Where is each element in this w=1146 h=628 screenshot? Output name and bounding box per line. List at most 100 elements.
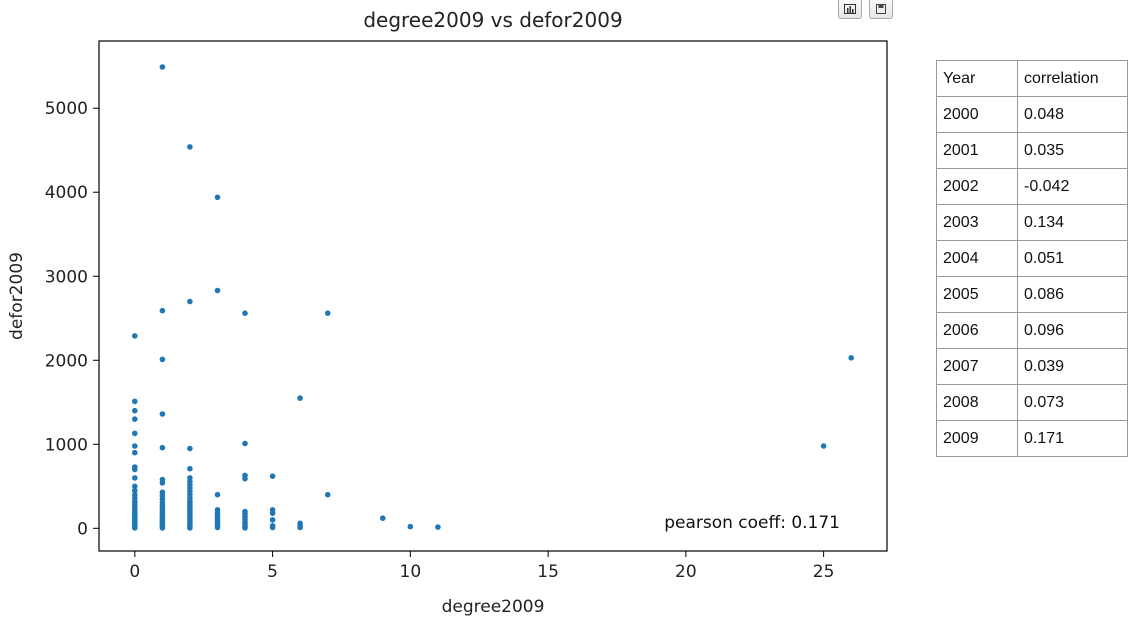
- x-tick-label: 25: [813, 562, 835, 582]
- cell-year: 2002: [936, 168, 1018, 205]
- cell-year: 2006: [936, 312, 1018, 349]
- cell-year: 2009: [936, 420, 1018, 457]
- cell-correlation: 0.171: [1017, 420, 1128, 457]
- data-point: [187, 298, 193, 305]
- y-tick-label: 3000: [45, 267, 88, 287]
- table-row: 2001 0.035: [936, 132, 1128, 169]
- y-tick-label: 5000: [45, 99, 88, 119]
- data-point: [132, 449, 138, 456]
- data-point: [214, 491, 221, 498]
- cell-correlation: 0.048: [1017, 96, 1128, 133]
- plot-frame: [98, 40, 888, 552]
- data-point: [132, 430, 138, 437]
- bar-chart-icon[interactable]: [838, 0, 862, 19]
- y-axis-label: defor2009: [7, 252, 27, 340]
- cell-year: 2001: [936, 132, 1018, 169]
- x-tick-label: 10: [400, 562, 422, 582]
- cell-year: 2000: [936, 96, 1018, 133]
- table-row: 2008 0.073: [936, 384, 1128, 421]
- cell-correlation: 0.073: [1017, 384, 1128, 421]
- chart-title: degree2009 vs defor2009: [363, 8, 622, 32]
- data-point: [269, 473, 276, 480]
- data-point: [187, 144, 193, 150]
- cell-correlation: 0.039: [1017, 348, 1128, 385]
- cell-year: 2005: [936, 276, 1018, 313]
- data-point: [159, 525, 166, 531]
- data-point: [159, 411, 166, 417]
- data-point: [297, 524, 303, 531]
- data-point: [132, 525, 138, 531]
- data-point: [187, 525, 193, 531]
- cell-year: 2007: [936, 348, 1018, 385]
- points-layer: [132, 64, 854, 531]
- data-point: [132, 483, 138, 490]
- table-row: 2002 -0.042: [936, 168, 1128, 205]
- data-point: [269, 524, 276, 531]
- data-point: [132, 407, 138, 414]
- table-row: 2004 0.051: [936, 240, 1128, 277]
- cell-correlation: 0.134: [1017, 204, 1128, 241]
- data-point: [297, 395, 303, 401]
- plot-toolbar: [838, 0, 893, 19]
- header-year: Year: [936, 60, 1018, 97]
- data-point: [380, 515, 386, 521]
- data-point: [242, 310, 248, 317]
- data-point: [242, 475, 248, 482]
- data-point: [187, 465, 193, 472]
- cell-correlation: 0.086: [1017, 276, 1128, 313]
- data-point: [159, 64, 166, 70]
- header-correlation: correlation: [1017, 60, 1128, 97]
- data-point: [269, 510, 276, 516]
- data-point: [159, 356, 166, 363]
- table-row: 2006 0.096: [936, 312, 1128, 349]
- cell-correlation: -0.042: [1017, 168, 1128, 205]
- data-point: [242, 440, 248, 447]
- data-point: [242, 525, 248, 531]
- x-tick-label: 20: [675, 562, 697, 582]
- data-point: [214, 194, 221, 201]
- data-point: [324, 310, 331, 317]
- cell-year: 2004: [936, 240, 1018, 277]
- cell-correlation: 0.051: [1017, 240, 1128, 277]
- x-axis-label: degree2009: [442, 597, 545, 617]
- x-tick-label: 5: [267, 562, 278, 582]
- data-point: [132, 398, 138, 405]
- data-point: [159, 444, 166, 451]
- table-row: 2003 0.134: [936, 204, 1128, 241]
- data-point: [820, 443, 827, 449]
- scatter-chart: degree2009 vs defor2009 0 5 10 15 20 25 0 1000…: [7, 8, 888, 617]
- data-point: [214, 524, 221, 531]
- data-point: [132, 466, 138, 473]
- table-row: 2007 0.039: [936, 348, 1128, 385]
- x-tick-label: 15: [537, 562, 559, 582]
- data-point: [132, 416, 138, 422]
- table-row: 2005 0.086: [936, 276, 1128, 313]
- data-point: [407, 523, 414, 530]
- y-tick-label: 0: [77, 519, 88, 539]
- y-tick-label: 4000: [45, 183, 88, 203]
- table-row: 2009 0.171: [936, 420, 1128, 457]
- table-row: 2000 0.048: [936, 96, 1128, 133]
- data-point: [324, 491, 331, 498]
- cell-correlation: 0.035: [1017, 132, 1128, 169]
- data-point: [214, 287, 221, 294]
- data-point: [132, 487, 138, 494]
- cell-year: 2003: [936, 204, 1018, 241]
- data-point: [159, 307, 166, 314]
- cell-year: 2008: [936, 384, 1018, 421]
- data-point: [132, 443, 138, 449]
- correlation-table: Year correlation 2000 0.048 2001 0.035 2002-…: [936, 60, 1128, 457]
- y-tick-label: 2000: [45, 351, 88, 371]
- data-point: [435, 524, 441, 530]
- data-point: [269, 517, 276, 523]
- data-point: [132, 333, 138, 339]
- y-tick-label: 1000: [45, 435, 88, 455]
- data-point: [132, 475, 138, 481]
- data-point: [187, 445, 193, 452]
- y-axis: 0 1000 2000 3000 4000 5000: [45, 99, 99, 539]
- x-tick-label: 0: [129, 562, 140, 582]
- cell-correlation: 0.096: [1017, 312, 1128, 349]
- data-point: [848, 355, 854, 361]
- pearson-annotation: pearson coeff: 0.171: [664, 513, 840, 533]
- save-icon[interactable]: [869, 0, 893, 19]
